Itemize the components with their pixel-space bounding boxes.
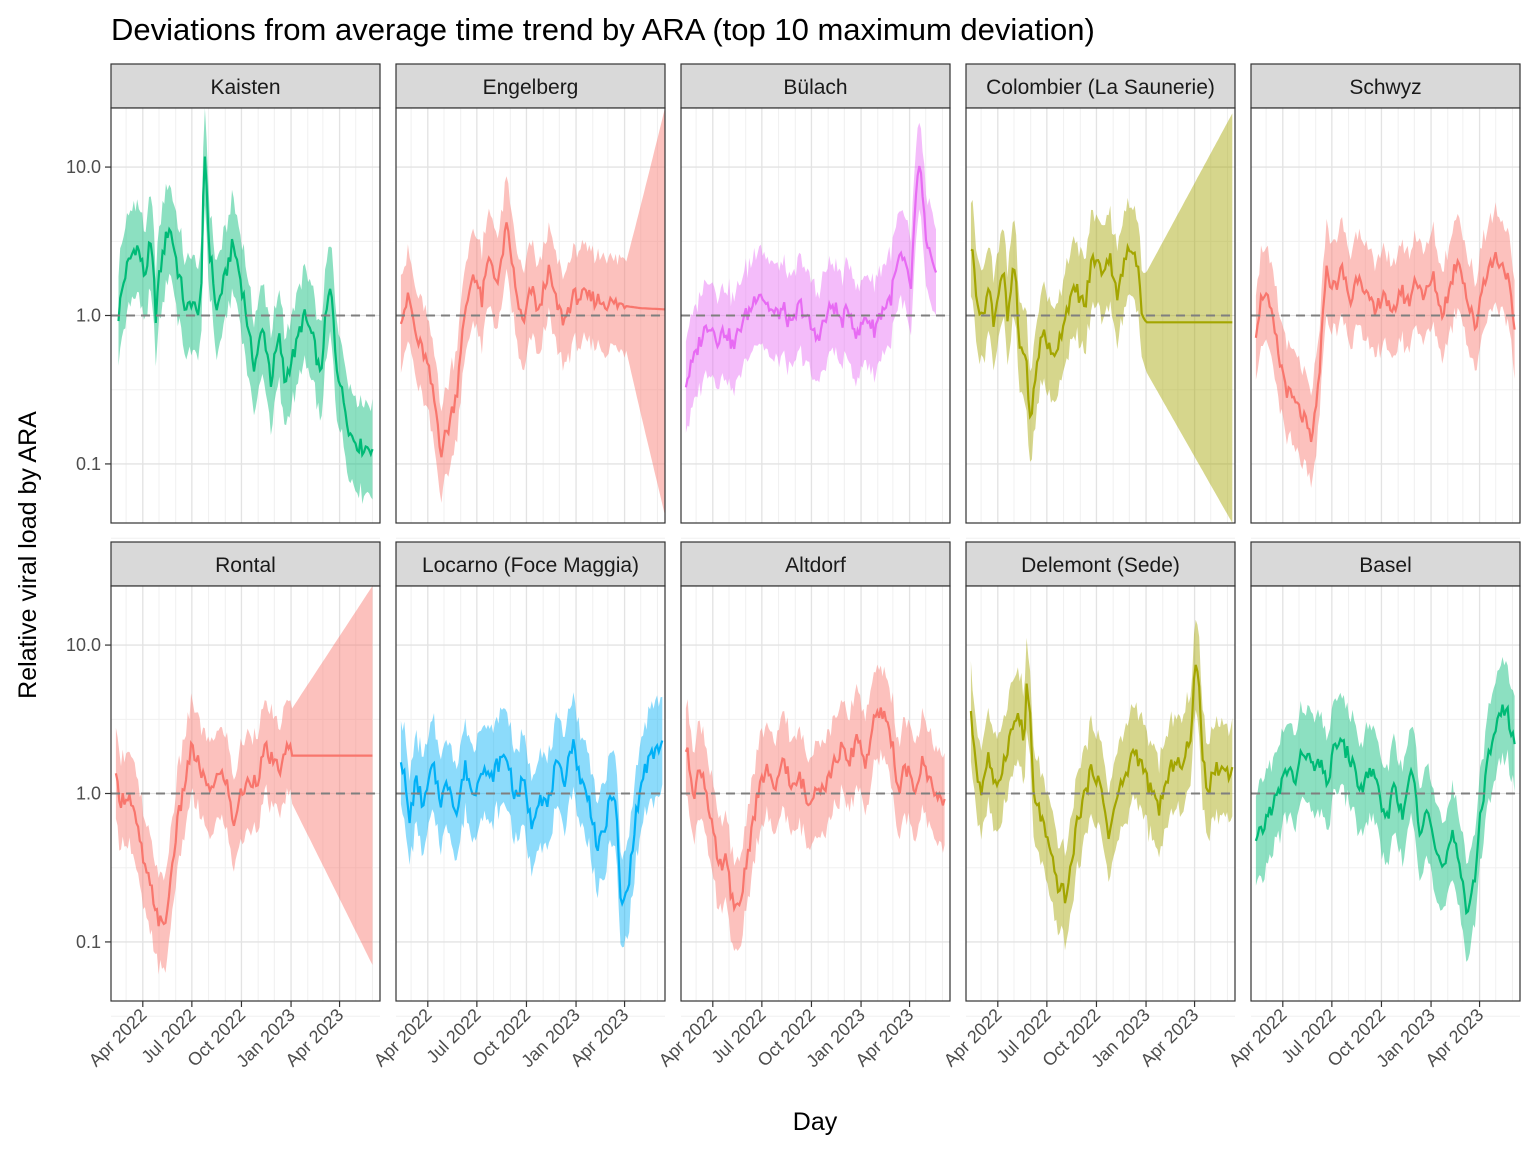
confidence-ribbon xyxy=(970,113,1233,523)
panel-data xyxy=(684,122,938,433)
facet-strip xyxy=(110,63,381,109)
major-grid xyxy=(396,586,665,1001)
series-line xyxy=(399,739,664,908)
y-tick-label: 0.1 xyxy=(76,454,101,474)
panel-data xyxy=(117,108,374,504)
facet-strip xyxy=(395,63,666,109)
confidence-ribbon xyxy=(685,664,945,951)
major-grid xyxy=(966,108,1235,523)
facet-strip-label: Kaisten xyxy=(210,76,280,99)
panel-data xyxy=(684,664,946,951)
facet-panel: Colombier (La Saunerie) xyxy=(965,63,1236,539)
panel-border xyxy=(965,107,1236,524)
facet-strip xyxy=(395,541,666,587)
facet-strip-label: Locarno (Foce Maggia) xyxy=(422,554,639,577)
facet-strip-label: Engelberg xyxy=(483,76,579,99)
chart-title: Deviations from average time trend by AR… xyxy=(111,12,1095,47)
y-tick-label: 0.1 xyxy=(76,932,101,952)
series-line xyxy=(117,156,374,459)
series-line xyxy=(1254,251,1516,443)
panel-data xyxy=(114,586,373,975)
facet-strip-label: Delemont (Sede) xyxy=(1021,554,1180,577)
panel-border xyxy=(395,585,666,1002)
facet-strip xyxy=(680,541,951,587)
panel-border xyxy=(1250,107,1521,524)
x-axis-title: Day xyxy=(793,1108,838,1136)
facet-panel: Schwyz xyxy=(1250,63,1521,539)
series-line xyxy=(399,222,665,458)
confidence-ribbon xyxy=(685,122,936,433)
facet-panel: Bülach xyxy=(680,63,951,539)
facet-strip-label: Basel xyxy=(1359,554,1412,577)
facet-panels: Kaisten 0.1 1.0 10.0 Engelberg Bülach Colombie… xyxy=(66,63,1521,1071)
panel-data xyxy=(399,108,665,516)
facet-strip xyxy=(965,541,1236,587)
y-axis-title: Relative viral load by ARA xyxy=(14,411,42,699)
y-tick-label: 1.0 xyxy=(76,306,101,326)
panel-data xyxy=(969,619,1234,951)
series-line xyxy=(114,739,373,927)
panel-border xyxy=(680,107,951,524)
facet-strip-label: Colombier (La Saunerie) xyxy=(986,76,1215,99)
y-tick-label: 10.0 xyxy=(66,635,101,655)
confidence-ribbon xyxy=(1255,202,1515,488)
confidence-ribbon xyxy=(400,108,665,516)
panel-data xyxy=(1254,202,1516,488)
panel-data xyxy=(399,692,664,948)
panel-border xyxy=(965,585,1236,1002)
series-line xyxy=(970,242,1233,420)
panel-border xyxy=(680,585,951,1002)
facet-strip-label: Altdorf xyxy=(785,554,846,577)
y-tick-label: 10.0 xyxy=(66,157,101,177)
series-line xyxy=(684,165,938,388)
y-tick-label: 1.0 xyxy=(76,784,101,804)
major-grid xyxy=(396,108,665,523)
facet-strip xyxy=(110,541,381,587)
facet-strip-label: Schwyz xyxy=(1349,76,1421,99)
facet-strip-label: Rontal xyxy=(215,554,276,577)
facet-panel: Engelberg xyxy=(395,63,666,539)
panel-data xyxy=(1254,656,1516,962)
facet-strip-label: Bülach xyxy=(783,76,847,99)
panel-border xyxy=(395,107,666,524)
confidence-ribbon xyxy=(115,586,373,975)
facet-strip xyxy=(965,63,1236,109)
facet-strip xyxy=(1250,63,1521,109)
confidence-ribbon xyxy=(1255,656,1515,962)
facet-strip xyxy=(680,63,951,109)
panel-data xyxy=(970,113,1233,523)
series-line xyxy=(684,707,946,913)
series-line xyxy=(1254,704,1516,916)
panel-border xyxy=(1250,585,1521,1002)
series-line xyxy=(969,664,1234,904)
facet-panel: Kaisten 0.1 1.0 10.0 xyxy=(66,63,381,539)
